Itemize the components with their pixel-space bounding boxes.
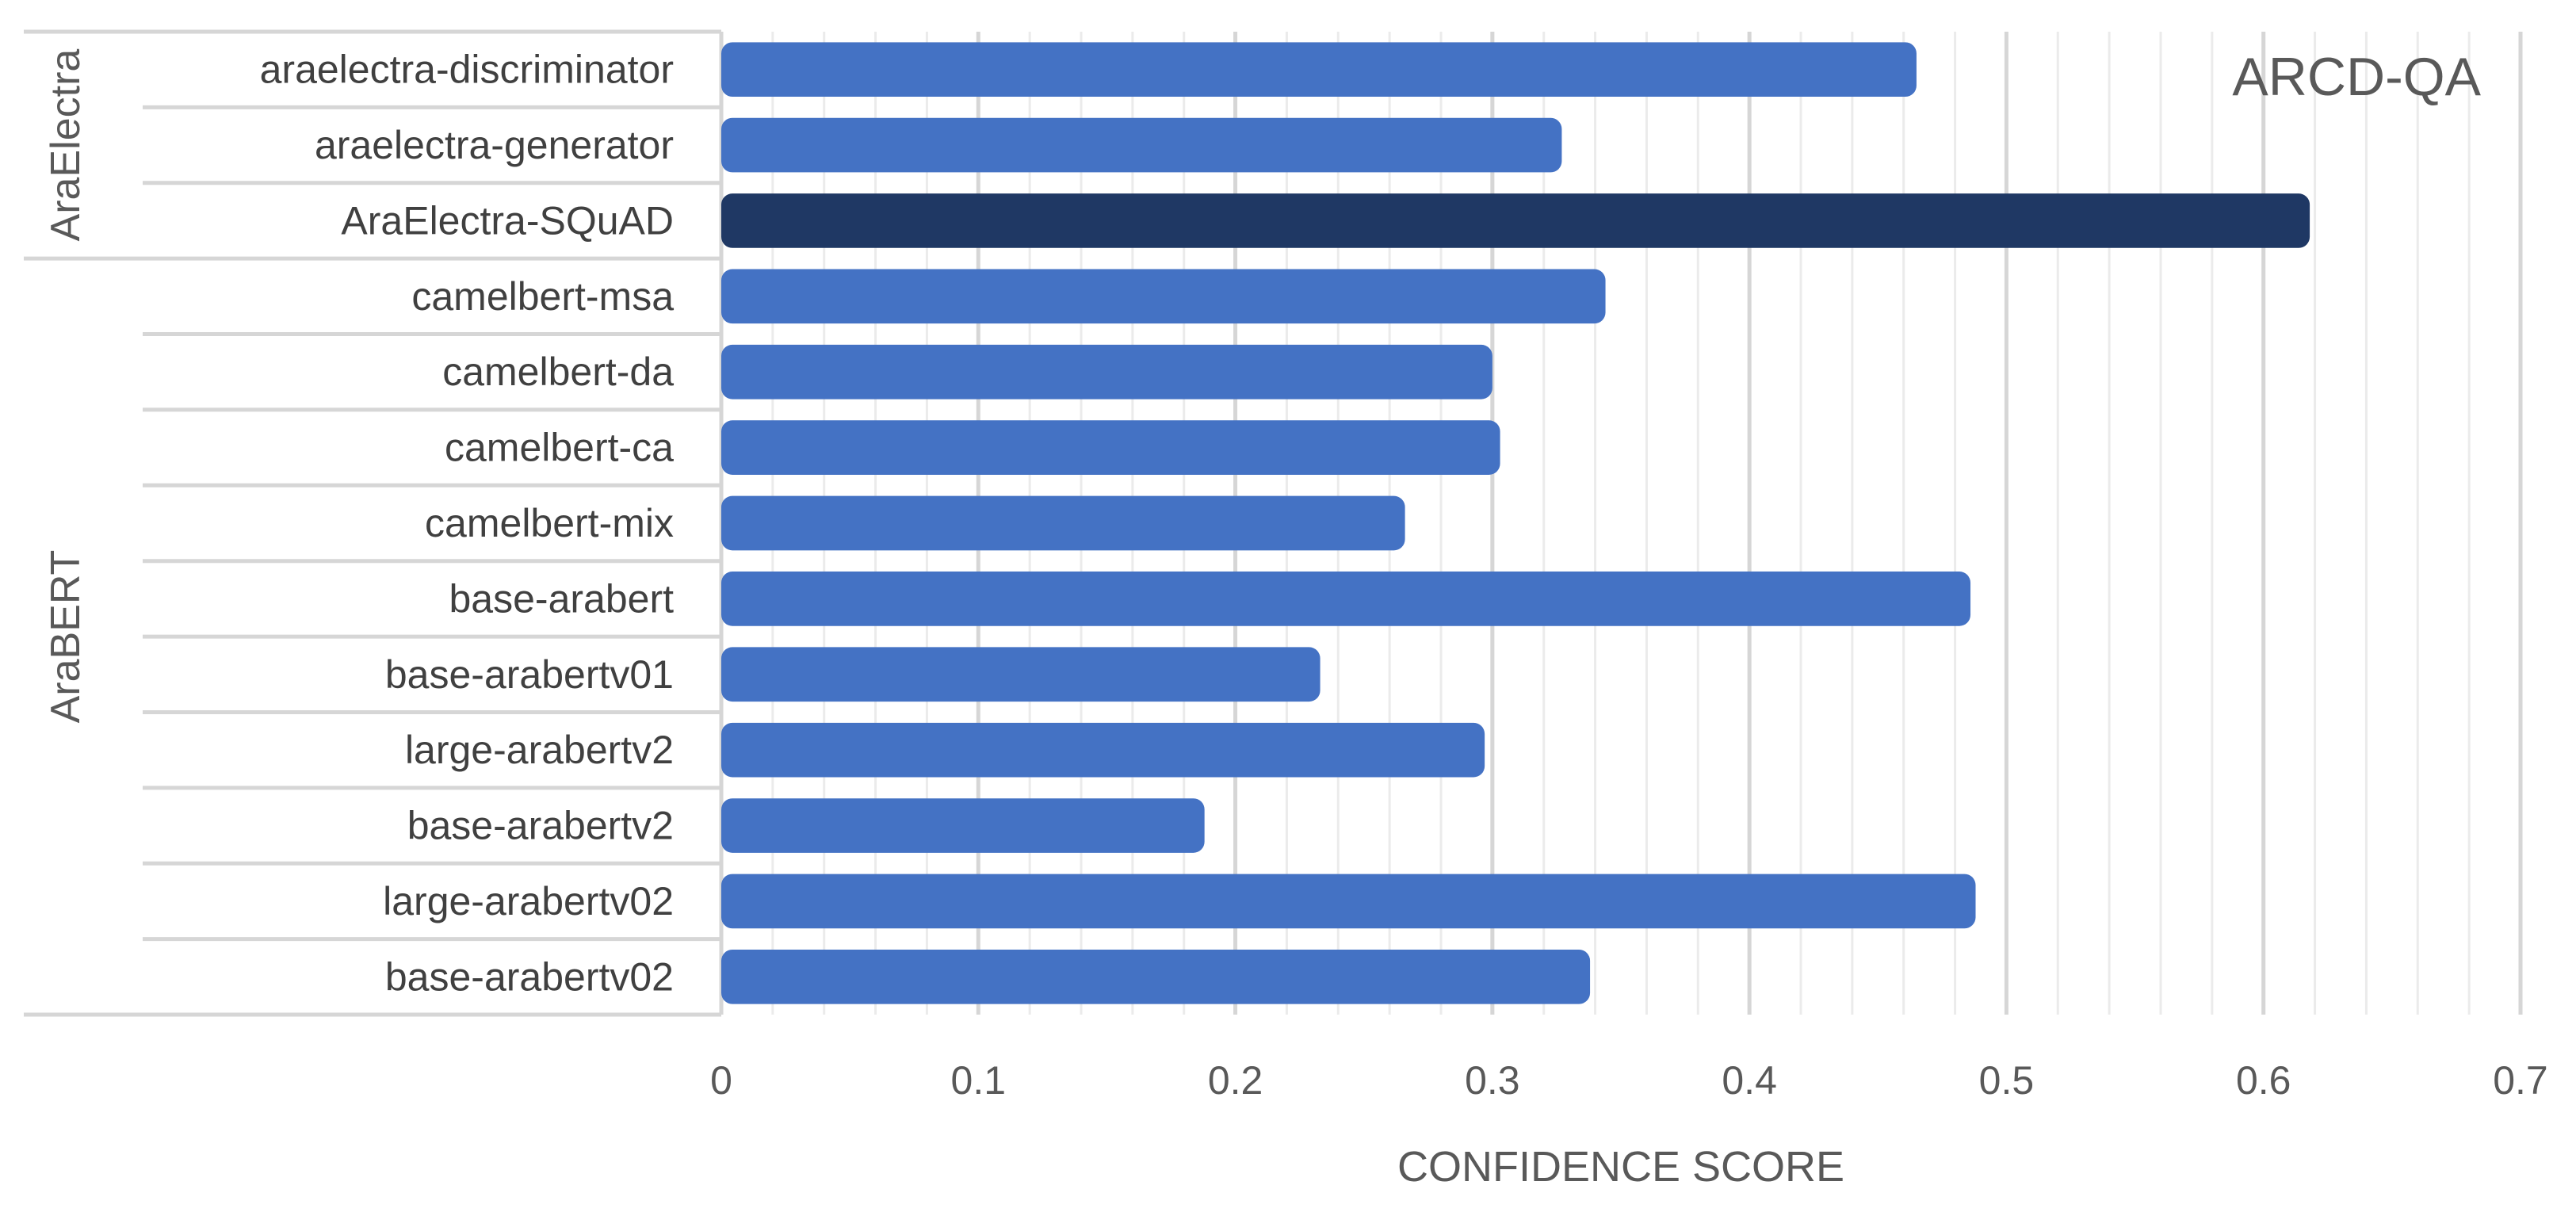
category-label: araelectra-generator xyxy=(315,123,674,167)
x-axis-title: CONFIDENCE SCORE xyxy=(1397,1143,1844,1191)
category-label: base-arabertv01 xyxy=(385,652,674,697)
category-label: camelbert-da xyxy=(442,350,674,394)
category-label: large-arabertv2 xyxy=(405,728,674,772)
x-tick-label: 0 xyxy=(710,1058,732,1103)
bar xyxy=(721,874,1976,929)
x-tick-label: 0.2 xyxy=(1208,1058,1263,1103)
x-tick-label: 0.4 xyxy=(1722,1058,1777,1103)
x-tick-label: 0.1 xyxy=(951,1058,1007,1103)
bar xyxy=(721,117,1562,173)
x-tick-label: 0.6 xyxy=(2236,1058,2291,1103)
chart-title: ARCD-QA xyxy=(2232,47,2481,107)
category-label: base-arabert xyxy=(449,576,675,621)
bar xyxy=(721,193,2310,248)
bar xyxy=(721,42,1917,97)
bar xyxy=(721,269,1606,324)
group-labels: AraElectra AraBERT xyxy=(43,49,89,724)
group-label: AraElectra xyxy=(43,49,89,242)
category-label: araelectra-discriminator xyxy=(260,48,674,92)
bar xyxy=(721,949,1591,1004)
x-tick-label: 0.7 xyxy=(2493,1058,2548,1103)
category-label: large-arabertv02 xyxy=(383,879,674,923)
category-label: camelbert-ca xyxy=(445,426,674,470)
bars xyxy=(721,42,2310,1004)
category-label: camelbert-mix xyxy=(425,501,674,545)
bar xyxy=(721,647,1320,702)
category-label: camelbert-msa xyxy=(411,274,674,319)
category-axis xyxy=(24,29,724,1017)
group-label: AraBERT xyxy=(43,550,89,724)
x-tick-labels: 0 0.1 0.2 0.3 0.4 0.5 0.6 0.7 xyxy=(710,1058,2548,1103)
category-labels: araelectra-discriminator araelectra-gener… xyxy=(260,48,675,1000)
category-label: base-arabertv2 xyxy=(407,804,674,848)
bar xyxy=(721,344,1492,400)
bar xyxy=(721,798,1205,853)
x-tick-label: 0.3 xyxy=(1465,1058,1520,1103)
category-label: AraElectra-SQuAD xyxy=(341,198,674,243)
bar xyxy=(721,495,1405,551)
category-label: base-arabertv02 xyxy=(385,954,674,999)
bar xyxy=(721,420,1500,475)
bar xyxy=(721,572,1971,626)
x-tick-label: 0.5 xyxy=(1979,1058,2035,1103)
bar xyxy=(721,722,1485,778)
